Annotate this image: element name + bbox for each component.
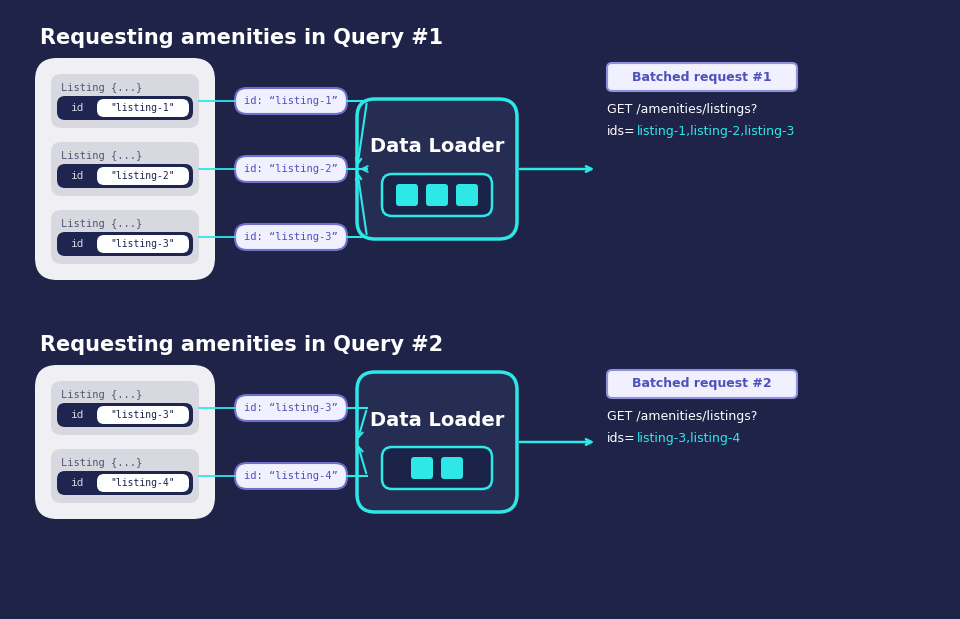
Text: id: id [71, 478, 84, 488]
FancyBboxPatch shape [441, 457, 463, 479]
FancyBboxPatch shape [382, 447, 492, 489]
FancyBboxPatch shape [97, 235, 189, 253]
Text: id: id [71, 410, 84, 420]
Text: "listing-1": "listing-1" [110, 103, 176, 113]
Text: id: id [71, 239, 84, 249]
Text: Listing {...}: Listing {...} [61, 458, 142, 468]
FancyBboxPatch shape [97, 99, 189, 117]
FancyBboxPatch shape [51, 381, 199, 435]
FancyBboxPatch shape [456, 184, 478, 206]
Text: "listing-4": "listing-4" [110, 478, 176, 488]
FancyBboxPatch shape [607, 63, 797, 91]
Text: listing-3,listing-4: listing-3,listing-4 [637, 432, 741, 445]
Text: id: “listing-2”: id: “listing-2” [244, 164, 338, 174]
FancyBboxPatch shape [357, 372, 517, 512]
Text: id: id [71, 171, 84, 181]
Text: Listing {...}: Listing {...} [61, 219, 142, 229]
Text: id: “listing-1”: id: “listing-1” [244, 96, 338, 106]
Text: id: “listing-3”: id: “listing-3” [244, 403, 338, 413]
FancyBboxPatch shape [396, 184, 418, 206]
FancyBboxPatch shape [607, 370, 797, 398]
Text: Data Loader: Data Loader [370, 137, 504, 157]
FancyBboxPatch shape [357, 99, 517, 239]
Text: GET /amenities/listings?: GET /amenities/listings? [607, 410, 757, 423]
Text: id: “listing-3”: id: “listing-3” [244, 232, 338, 242]
FancyBboxPatch shape [235, 463, 347, 489]
Text: Data Loader: Data Loader [370, 410, 504, 430]
Text: Listing {...}: Listing {...} [61, 151, 142, 161]
FancyBboxPatch shape [35, 58, 215, 280]
FancyBboxPatch shape [97, 167, 189, 185]
Text: id: id [71, 103, 84, 113]
FancyBboxPatch shape [35, 365, 215, 519]
Text: Batched request #1: Batched request #1 [633, 71, 772, 84]
Text: ids=: ids= [607, 432, 636, 445]
Text: "listing-3": "listing-3" [110, 410, 176, 420]
Text: "listing-2": "listing-2" [110, 171, 176, 181]
FancyBboxPatch shape [97, 406, 189, 424]
Text: ids=: ids= [607, 125, 636, 138]
Text: Listing {...}: Listing {...} [61, 83, 142, 93]
FancyBboxPatch shape [57, 164, 193, 188]
FancyBboxPatch shape [51, 142, 199, 196]
Text: Batched request #2: Batched request #2 [633, 378, 772, 391]
Text: listing-1,listing-2,listing-3: listing-1,listing-2,listing-3 [637, 125, 796, 138]
Text: Requesting amenities in Query #1: Requesting amenities in Query #1 [40, 28, 444, 48]
Text: id: “listing-4”: id: “listing-4” [244, 471, 338, 481]
FancyBboxPatch shape [235, 395, 347, 421]
FancyBboxPatch shape [411, 457, 433, 479]
Text: "listing-3": "listing-3" [110, 239, 176, 249]
FancyBboxPatch shape [426, 184, 448, 206]
FancyBboxPatch shape [57, 471, 193, 495]
FancyBboxPatch shape [235, 88, 347, 114]
FancyBboxPatch shape [235, 224, 347, 250]
FancyBboxPatch shape [57, 403, 193, 427]
FancyBboxPatch shape [382, 174, 492, 216]
FancyBboxPatch shape [57, 232, 193, 256]
Text: Listing {...}: Listing {...} [61, 390, 142, 400]
Text: Requesting amenities in Query #2: Requesting amenities in Query #2 [40, 335, 444, 355]
FancyBboxPatch shape [57, 96, 193, 120]
FancyBboxPatch shape [235, 156, 347, 182]
FancyBboxPatch shape [97, 474, 189, 492]
FancyBboxPatch shape [51, 449, 199, 503]
Text: GET /amenities/listings?: GET /amenities/listings? [607, 103, 757, 116]
FancyBboxPatch shape [51, 74, 199, 128]
FancyBboxPatch shape [51, 210, 199, 264]
